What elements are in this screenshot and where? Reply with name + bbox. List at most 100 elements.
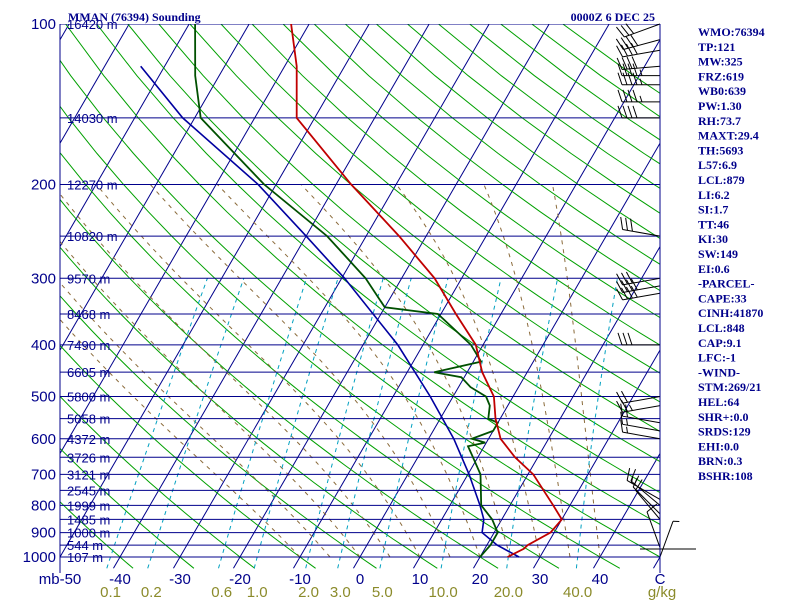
wind-barb-staff <box>624 23 661 38</box>
mixing-ratio-label: 40.0 <box>563 584 592 600</box>
index-line: -PARCEL- <box>698 277 754 291</box>
wind-barb-flag <box>630 42 638 55</box>
index-line: KI:30 <box>698 232 728 246</box>
wind-barb-flag <box>630 34 639 46</box>
wind-barb-flag <box>622 72 628 85</box>
height-label: 9570 m <box>67 271 110 286</box>
wind-barb <box>620 411 661 432</box>
pressure-label: 400 <box>31 337 56 354</box>
mixing-ratio-line <box>337 278 412 569</box>
wind-barb <box>635 479 661 520</box>
wind-barb-flag <box>617 89 623 103</box>
mixing-ratio-label: g/kg <box>648 584 676 600</box>
dry-adiabat-line <box>220 24 660 374</box>
wind-barb <box>620 216 661 237</box>
index-line: TT:46 <box>698 217 729 231</box>
height-label: 3121 m <box>67 467 110 482</box>
isotherm-line <box>60 24 190 248</box>
isotherm-line <box>60 24 250 352</box>
dry-adiabat-line <box>60 395 256 569</box>
temperature-label: 40 <box>592 571 609 588</box>
isotherm-line <box>173 24 490 569</box>
wind-barb-staff <box>622 431 661 440</box>
wind-barb-staff <box>622 415 661 424</box>
temperature-label: 30 <box>532 571 549 588</box>
index-line: RH:73.7 <box>698 114 741 128</box>
dry-adiabat-line <box>60 295 377 569</box>
mixing-ratio-label: 0.6 <box>211 584 232 600</box>
dry-adiabat-line <box>189 24 660 403</box>
wind-barb-flag <box>627 105 633 119</box>
index-line: TH:5693 <box>698 143 743 157</box>
height-label: 1485 m <box>67 512 110 527</box>
wind-barb-flag <box>632 105 638 119</box>
height-label: 107 m <box>67 550 103 565</box>
isotherm-line <box>593 452 660 569</box>
wind-barb-flag <box>632 63 638 76</box>
pressure-label: 100 <box>31 16 56 33</box>
wind-barb-half <box>626 426 628 434</box>
wind-barb-flag <box>621 272 628 285</box>
height-label: 8468 m <box>67 307 110 322</box>
temperature-label: -40 <box>109 571 131 588</box>
wind-barb-flag <box>617 105 623 119</box>
dry-adiabat-line <box>60 105 621 569</box>
wind-barb <box>617 89 660 103</box>
wind-barb <box>617 105 660 119</box>
dry-adiabat-line <box>60 198 499 569</box>
index-line: -WIND- <box>698 365 740 379</box>
index-line: FRZ:619 <box>698 69 744 83</box>
temperature-trace <box>290 24 563 558</box>
dry-adiabat-line <box>313 24 660 292</box>
mixing-ratio-label: 3.0 <box>330 584 351 600</box>
wind-barb-flag <box>625 286 633 299</box>
mixing-ratio-label: 10.0 <box>429 584 458 600</box>
moist-adiabat-line <box>96 184 421 558</box>
wind-barb-half <box>628 404 633 411</box>
isotherm-line <box>533 349 660 569</box>
wind-barb-flag <box>627 63 633 76</box>
wind-barb-flag <box>622 63 628 76</box>
wind-barb-flag <box>632 475 640 488</box>
moist-adiabat-line <box>60 240 361 558</box>
wind-barb-flag <box>616 281 624 293</box>
wind-barb <box>615 34 661 50</box>
isotherm-line <box>60 24 310 455</box>
wind-barb-staff <box>622 65 661 71</box>
wind-barb-flag <box>625 43 633 56</box>
wind-barb <box>616 42 661 58</box>
wind-barb-flag <box>620 403 624 417</box>
wind-barb-flag <box>621 280 628 292</box>
isotherm-line <box>60 24 130 145</box>
wind-barb-staff <box>622 405 661 413</box>
wind-barb-flag <box>630 285 638 298</box>
mixing-ratio-label: 5.0 <box>372 584 393 600</box>
wind-barb <box>659 520 680 558</box>
wind-barb-flag <box>620 411 624 425</box>
height-label: 12270 m <box>67 177 118 192</box>
isotherm-line <box>233 24 550 569</box>
index-line: LCL:879 <box>698 173 745 187</box>
pressure-label: 1000 <box>23 549 56 566</box>
wind-barbs <box>615 23 696 558</box>
wind-barb-flag <box>620 25 630 36</box>
dry-adiabat-line <box>282 24 660 319</box>
wind-barb-staff <box>630 480 661 506</box>
pressure-label: 500 <box>31 389 56 406</box>
index-line: BRN:0.3 <box>698 454 742 468</box>
wind-barb-flag <box>631 56 638 69</box>
chart-title: MMAN (76394) Sounding <box>68 10 201 24</box>
sounding-indices-panel: WMO:76394TP:121MW:325FRZ:619WB0:639PW:1.… <box>698 25 765 483</box>
wind-barb-staff <box>622 229 661 237</box>
wind-barb-flag <box>625 217 628 231</box>
wind-barb-half <box>639 78 643 85</box>
pressure-label: 300 <box>31 270 56 287</box>
index-line: TP:121 <box>698 40 735 54</box>
dry-adiabat-line <box>60 59 660 558</box>
wind-barb-staff <box>623 39 661 50</box>
wind-barb-flag <box>646 503 658 513</box>
isotherm-line <box>353 38 660 569</box>
moist-adiabat-line <box>60 318 301 558</box>
chart-timestamp: 0000Z 6 DEC 25 <box>571 10 655 24</box>
